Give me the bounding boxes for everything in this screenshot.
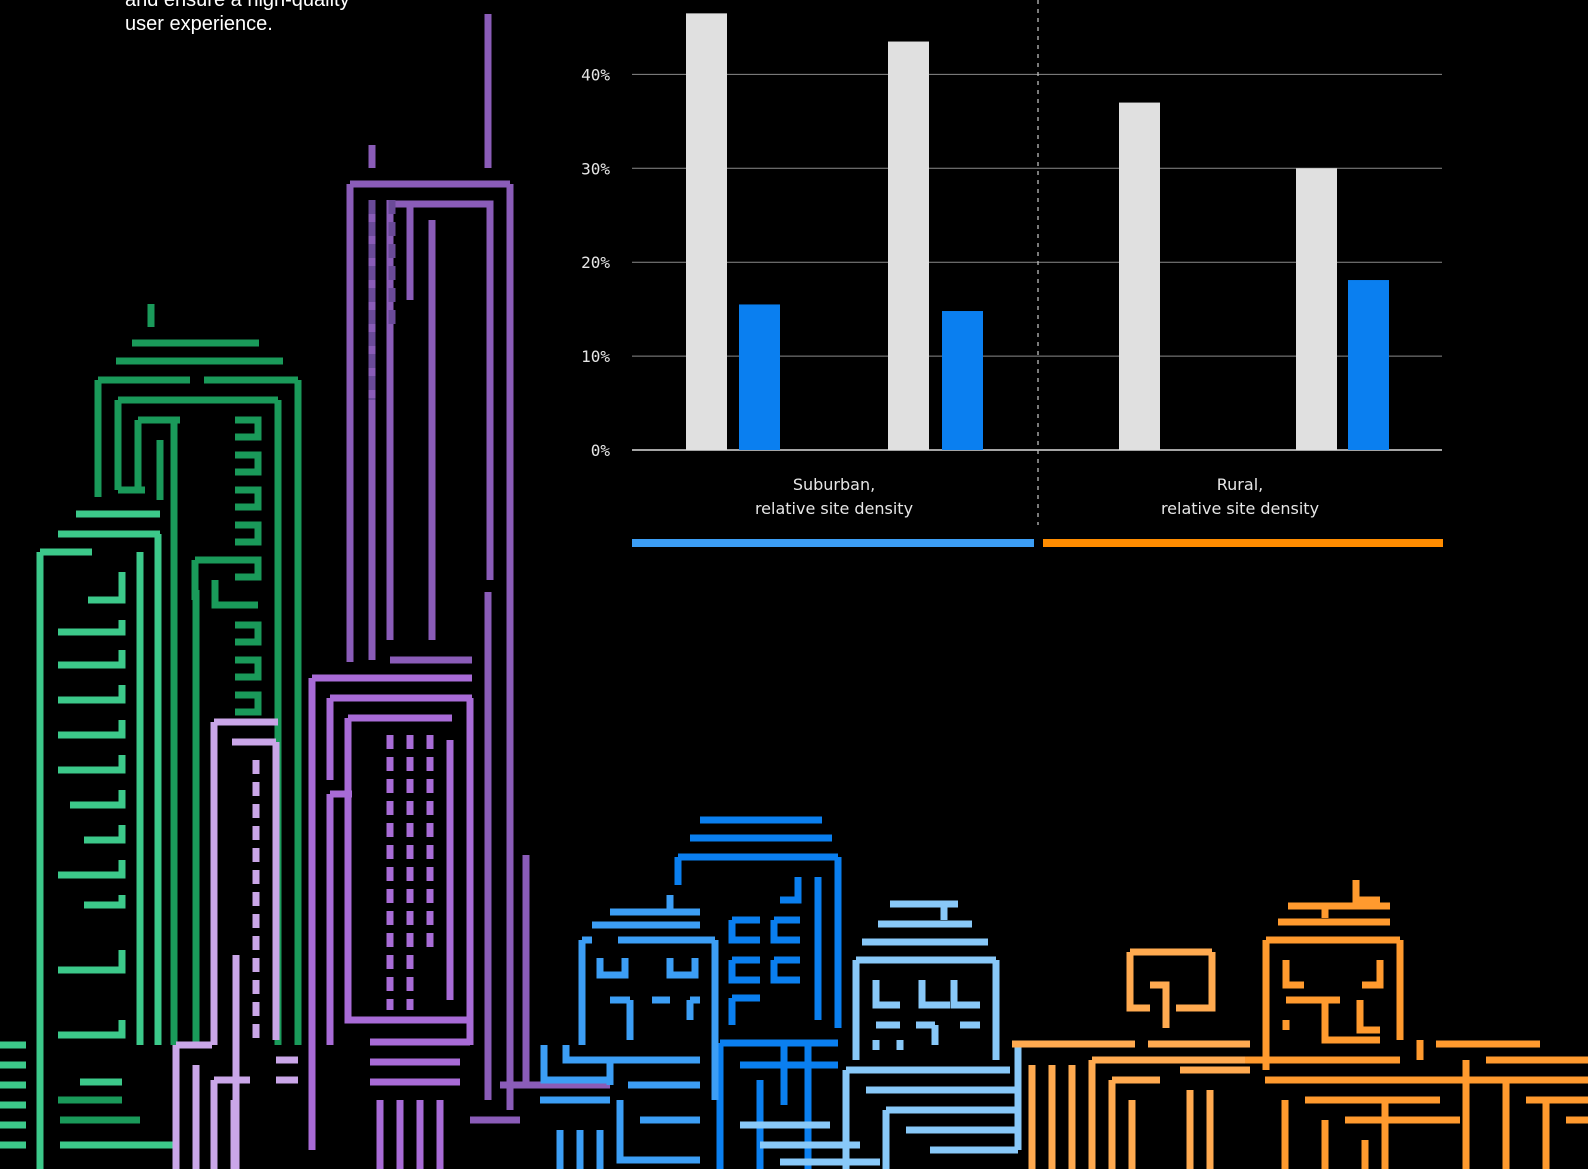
- purple-mid-tower-illustration: [308, 674, 474, 1169]
- purple-dash-column-mid: [386, 735, 434, 1010]
- y-tick-label: 10%: [581, 347, 610, 366]
- blue-left-building-illustration: [540, 895, 719, 1169]
- purple-tall-tower-illustration: [346, 14, 610, 1124]
- intro-text: and ensure a high-quality user experienc…: [125, 0, 425, 36]
- group-labels: Suburban, relative site density Rural, rela…: [755, 475, 1319, 518]
- y-tick-label: 40%: [581, 65, 610, 84]
- y-axis-ticks: 0% 10% 20% 30% 40%: [581, 65, 610, 460]
- bar-gray: [888, 41, 929, 450]
- blue-building-illustration: [674, 816, 842, 1169]
- purple-dash-column: [368, 200, 396, 400]
- bars: [686, 13, 1389, 451]
- green-low-tower-illustration: [0, 510, 175, 1169]
- rural-underline: [1043, 539, 1443, 547]
- green-tower-illustration: [58, 304, 302, 1124]
- y-tick-label: 0%: [591, 441, 611, 460]
- bar-blue: [1348, 280, 1389, 450]
- intro-line-1: and ensure a high-quality: [125, 0, 350, 11]
- bar-blue: [739, 304, 780, 450]
- group-label-line: Suburban,: [793, 475, 875, 494]
- y-tick-label: 30%: [581, 159, 610, 178]
- suburban-underline: [632, 539, 1034, 547]
- lilac-tower-illustration: [172, 718, 298, 1169]
- bar-gray: [1119, 102, 1160, 450]
- y-tick-label: 20%: [581, 253, 610, 272]
- group-label-line: relative site density: [755, 499, 913, 518]
- group-label-line: Rural,: [1217, 475, 1263, 494]
- orange-right-house-illustration: [1245, 880, 1588, 1169]
- group-label-line: relative site density: [1161, 499, 1319, 518]
- intro-line-2: user experience.: [125, 13, 273, 35]
- orange-left-house-illustration: [1012, 948, 1250, 1169]
- light-blue-building-illustration: [740, 900, 1022, 1169]
- bar-gray: [686, 13, 727, 451]
- bar-blue: [942, 311, 983, 450]
- bar-gray: [1296, 168, 1337, 451]
